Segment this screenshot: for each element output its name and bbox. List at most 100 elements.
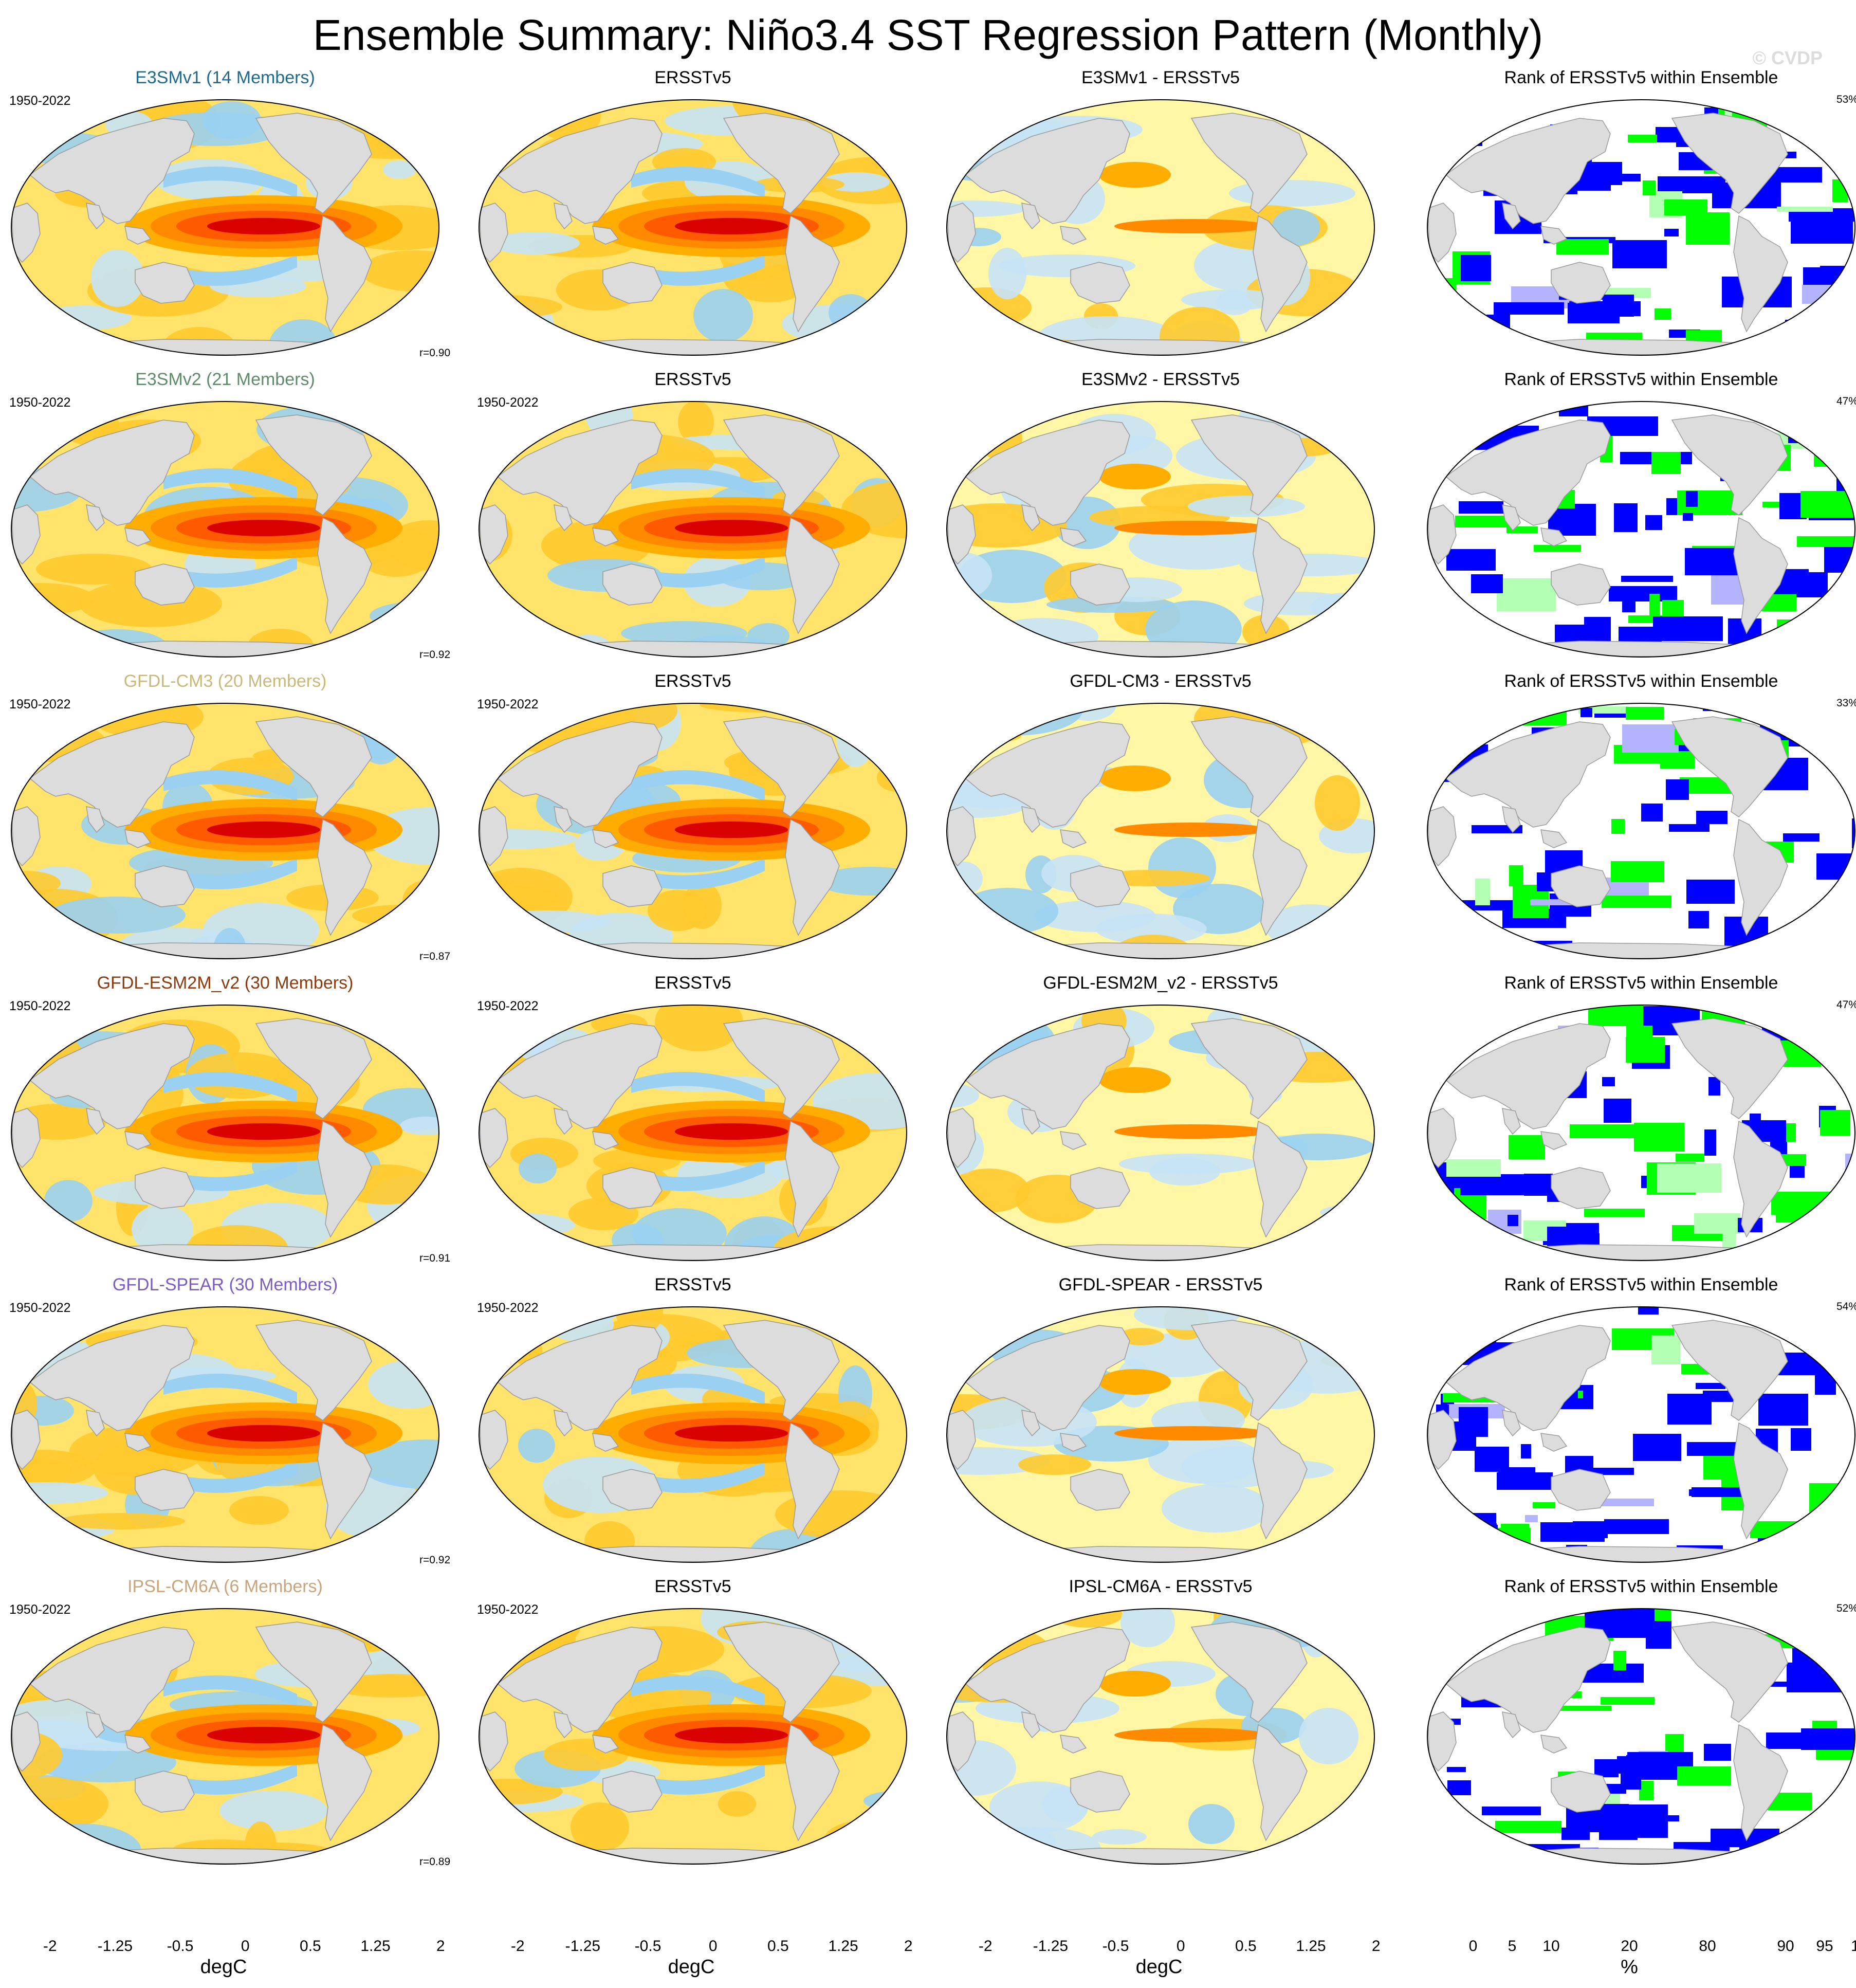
- period-label: 1950-2022: [9, 94, 71, 108]
- map-rank: [1427, 1005, 1855, 1261]
- colorbar-tick-label: 2: [1371, 1938, 1381, 1955]
- panel-title-rank: Rank of ERSSTv5 within Ensemble: [1504, 973, 1778, 993]
- colorbar-tick-label: 20: [1621, 1938, 1638, 1955]
- panel-title-obs: ERSSTv5: [654, 671, 731, 691]
- map-model: [11, 1608, 439, 1865]
- pattern-correlation: r=0.89: [419, 1856, 451, 1868]
- map-rank: [1427, 1306, 1855, 1563]
- panel-title-obs: ERSSTv5: [654, 1577, 731, 1596]
- colorbar-tick-label: 95: [1816, 1938, 1833, 1955]
- period-label: 1950-2022: [9, 1602, 71, 1617]
- colorbar-tick-label: -1.25: [97, 1938, 133, 1955]
- colorbar-unit: degC: [1135, 1956, 1183, 1978]
- map-diff: [946, 1005, 1375, 1261]
- map-model: [11, 1306, 439, 1563]
- map-obs: [479, 401, 907, 658]
- pattern-correlation: r=0.87: [419, 951, 451, 962]
- panel-title-rank: Rank of ERSSTv5 within Ensemble: [1504, 370, 1778, 389]
- colorbar-tick-label: 0.5: [767, 1938, 789, 1955]
- pattern-correlation: r=0.90: [419, 347, 451, 359]
- panel-title-diff: GFDL-SPEAR - ERSSTv5: [1058, 1275, 1263, 1294]
- rank-percent: 47%: [1836, 999, 1856, 1011]
- colorbar-tick-label: -2: [43, 1938, 57, 1955]
- rank-percent: 33%: [1836, 697, 1856, 709]
- map-rank: [1427, 401, 1855, 658]
- map-diff: [946, 99, 1375, 356]
- rank-colorbar: [1434, 1915, 1825, 1931]
- colorbar-unit: degC: [200, 1956, 247, 1978]
- colorbar-tick-label: -0.5: [634, 1938, 661, 1955]
- period-label: 1950-2022: [9, 697, 71, 712]
- colorbar-tick-label: 2: [436, 1938, 445, 1955]
- colorbar-tick-label: -2: [510, 1938, 525, 1955]
- period-label: 1950-2022: [9, 395, 71, 410]
- colorbar-tick-label: 0.5: [300, 1938, 321, 1955]
- colorbar-tick-label: -1.25: [565, 1938, 601, 1955]
- panel-title-model: E3SMv1 (14 Members): [135, 68, 315, 87]
- colorbar-tick-label: -2: [978, 1938, 993, 1955]
- panel-title-diff: GFDL-ESM2M_v2 - ERSSTv5: [1043, 973, 1278, 993]
- panel-title-rank: Rank of ERSSTv5 within Ensemble: [1504, 1275, 1778, 1294]
- colorbar-tick-label: 100: [1850, 1938, 1856, 1955]
- rank-percent: 52%: [1836, 1602, 1856, 1614]
- panel-title-rank: Rank of ERSSTv5 within Ensemble: [1504, 1577, 1778, 1596]
- colorbar-tick-label: 0.5: [1235, 1938, 1257, 1955]
- colorbar-tick-label: -0.5: [167, 1938, 194, 1955]
- panel-title-obs: ERSSTv5: [654, 68, 731, 87]
- map-model: [11, 401, 439, 658]
- map-obs: [479, 1608, 907, 1865]
- colorbar-tick-label: 1.25: [360, 1938, 391, 1955]
- colorbar-tick-label: 90: [1777, 1938, 1794, 1955]
- rank-percent: 53%: [1836, 94, 1856, 105]
- map-diff: [946, 1306, 1375, 1563]
- map-model: [11, 99, 439, 356]
- panel-title-obs: ERSSTv5: [654, 1275, 731, 1294]
- colorbar-tick-label: -1.25: [1033, 1938, 1069, 1955]
- period-label: 1950-2022: [477, 1301, 539, 1315]
- map-rank: [1427, 1608, 1855, 1865]
- sst-colorbar: [28, 1915, 419, 1931]
- panel-title-diff: IPSL-CM6A - ERSSTv5: [1069, 1577, 1253, 1596]
- colorbar-tick-label: -0.5: [1102, 1938, 1129, 1955]
- pattern-correlation: r=0.91: [419, 1252, 451, 1264]
- rank-percent: 54%: [1836, 1301, 1856, 1312]
- colorbar-tick-label: 2: [904, 1938, 913, 1955]
- map-obs: [479, 99, 907, 356]
- colorbar-tick-label: 80: [1699, 1938, 1716, 1955]
- panel-title-diff: GFDL-CM3 - ERSSTv5: [1070, 671, 1252, 691]
- period-label: 1950-2022: [477, 395, 539, 410]
- map-rank: [1427, 703, 1855, 959]
- colorbar-tick-label: 1.25: [1296, 1938, 1326, 1955]
- panel-title-model: GFDL-CM3 (20 Members): [123, 671, 327, 691]
- panel-title-model: GFDL-ESM2M_v2 (30 Members): [97, 973, 354, 993]
- colorbar-tick-label: 0: [1176, 1938, 1185, 1955]
- figure-title: Ensemble Summary: Niño3.4 SST Regression…: [313, 11, 1543, 59]
- colorbar-unit: %: [1621, 1956, 1638, 1978]
- period-label: 1950-2022: [477, 1602, 539, 1617]
- pattern-correlation: r=0.92: [419, 649, 451, 661]
- colorbar-tick-label: 5: [1508, 1938, 1517, 1955]
- cvdp-watermark: © CVDP: [1752, 47, 1823, 68]
- rank-percent: 47%: [1836, 395, 1856, 407]
- panel-title-rank: Rank of ERSSTv5 within Ensemble: [1504, 671, 1778, 691]
- colorbar-tick-label: 0: [1468, 1938, 1478, 1955]
- panel-title-obs: ERSSTv5: [654, 973, 731, 993]
- colorbar-tick-label: 0: [241, 1938, 250, 1955]
- panel-title-model: E3SMv2 (21 Members): [135, 370, 315, 389]
- map-model: [11, 1005, 439, 1261]
- sst-colorbar: [964, 1915, 1354, 1931]
- map-diff: [946, 1608, 1375, 1865]
- map-obs: [479, 703, 907, 959]
- panel-title-rank: Rank of ERSSTv5 within Ensemble: [1504, 68, 1778, 87]
- map-model: [11, 703, 439, 959]
- colorbar-tick-label: 1.25: [828, 1938, 858, 1955]
- period-label: 1950-2022: [477, 999, 539, 1013]
- pattern-correlation: r=0.92: [419, 1554, 451, 1566]
- map-rank: [1427, 99, 1855, 356]
- panel-title-model: IPSL-CM6A (6 Members): [127, 1577, 323, 1596]
- period-label: 1950-2022: [9, 1301, 71, 1315]
- period-label: 1950-2022: [9, 999, 71, 1013]
- colorbar-tick-label: 10: [1542, 1938, 1560, 1955]
- panel-title-model: GFDL-SPEAR (30 Members): [112, 1275, 338, 1294]
- map-obs: [479, 1306, 907, 1563]
